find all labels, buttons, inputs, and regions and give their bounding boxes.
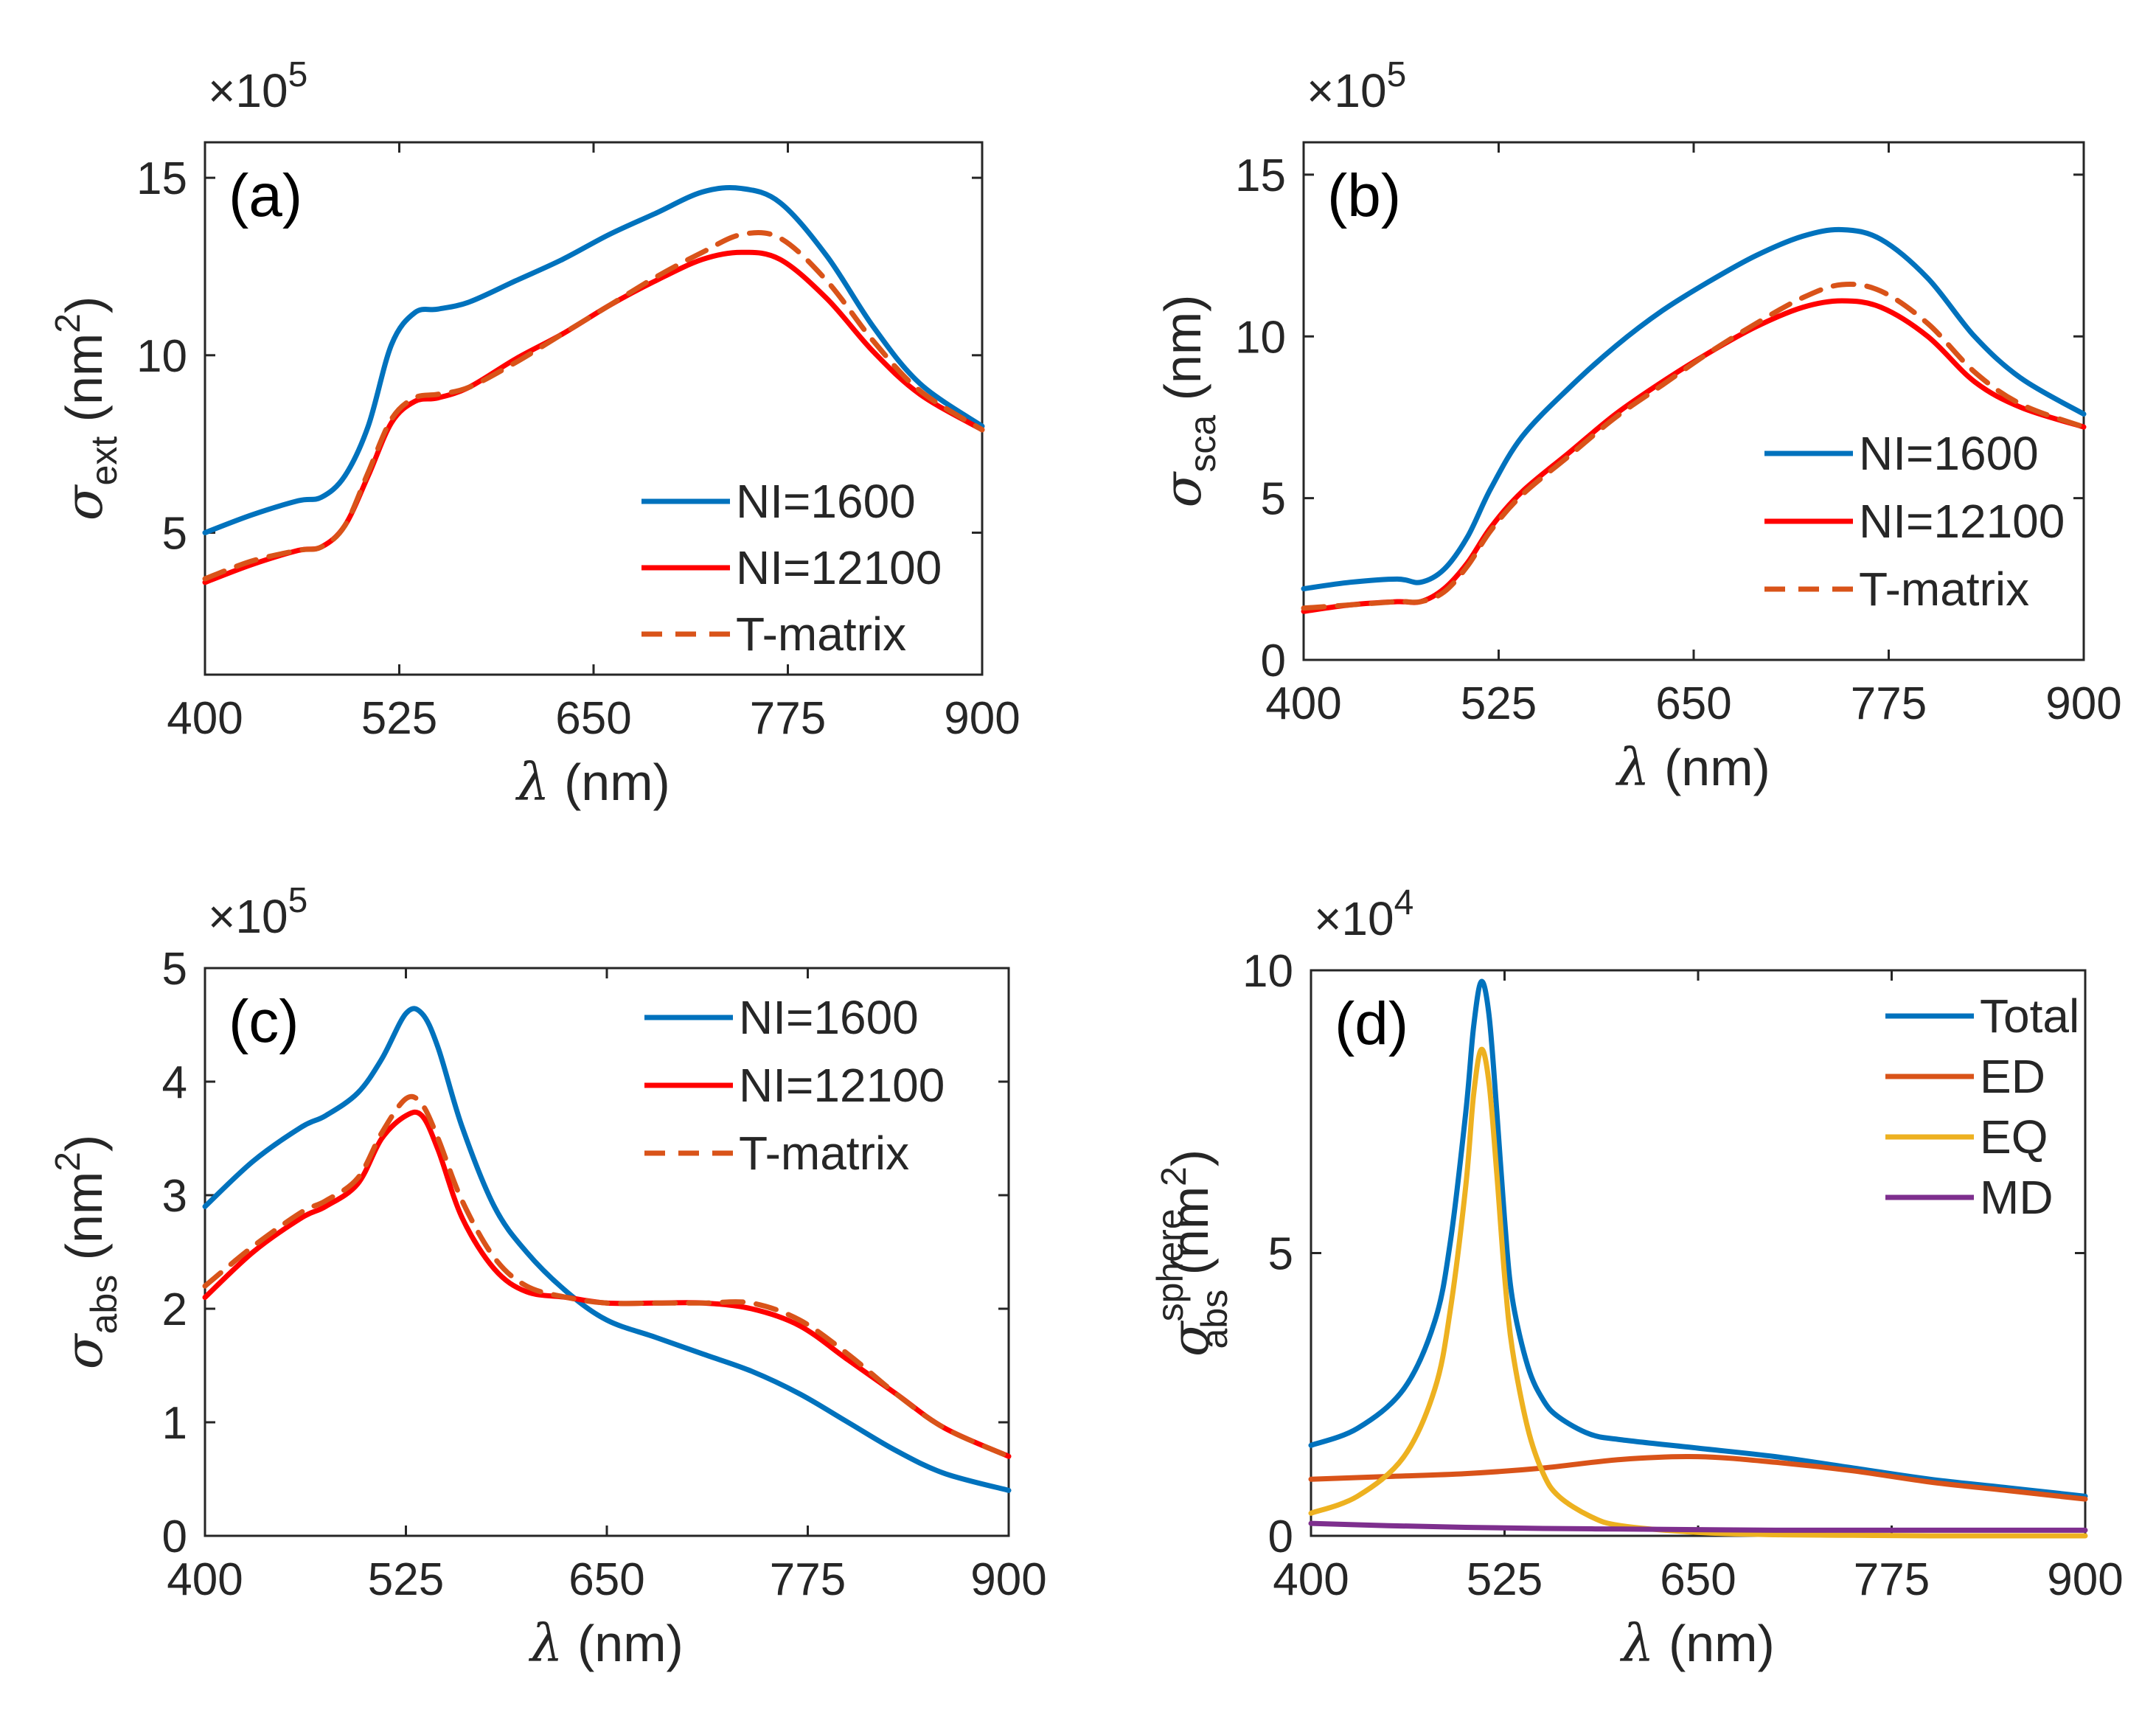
y-tick-label: 15 [136,153,187,204]
x-tick-label: 775 [770,1554,846,1605]
x-tick-label: 400 [1265,678,1341,729]
x-tick-label: 650 [555,693,631,744]
y-tick-label: 4 [162,1057,187,1108]
panel-label: (c) [229,988,299,1055]
x-tick-label: 650 [1655,678,1731,729]
legend-label: ED [1980,1050,2045,1103]
series-line-md [1308,1520,2088,1533]
y-axis-label: σext (nm2) [49,296,125,521]
series-line-total [1308,978,2088,1499]
legend-label: NI=12100 [739,1059,945,1112]
y-tick-label: 5 [162,944,187,995]
y-tick-label: 10 [1235,312,1286,363]
x-tick-label: 525 [1461,678,1537,729]
x-axis-label: λ (nm) [1619,1613,1775,1674]
y-tick-label: 3 [162,1171,187,1222]
x-tick-label: 400 [167,693,243,744]
y-tick-label: 5 [1261,474,1286,525]
axes-box [204,141,984,676]
legend-label: NI=12100 [1859,495,2065,548]
axes-box [1310,969,2087,1537]
panel-a: 400 525 650 775 900 5 10 15 ×105 NI=1600 NI=12100 T… [49,55,1020,813]
y-tick-label: 0 [162,1512,187,1562]
series-line-ni-12100 [202,249,985,585]
y-axis-label: σsca (nm) [1152,295,1223,508]
x-tick-label: 650 [1660,1554,1736,1605]
x-tick-label: 900 [944,693,1020,744]
y-tick-label: 10 [1242,946,1293,997]
axis-exponent: ×104 [1314,883,1413,945]
x-tick-label: 525 [368,1554,444,1605]
x-tick-label: 900 [2045,678,2121,729]
legend-label: NI=1600 [736,475,916,528]
series-line-t-matrix [202,229,985,582]
panel-label: (b) [1327,162,1401,229]
series-line-eq [1308,1046,2088,1539]
legend-label: NI=1600 [1859,427,2039,480]
legend-label: NI=12100 [736,541,942,594]
series-line-t-matrix [1301,282,2087,611]
legend-label: MD [1980,1171,2054,1224]
series-line-ni-1600 [1301,226,2087,591]
legend-label: NI=1600 [739,991,919,1044]
y-tick-label: 1 [162,1398,187,1449]
series-line-ni-1600 [202,1006,1012,1493]
y-tick-label: 5 [1268,1229,1293,1280]
x-tick-label: 400 [1273,1554,1349,1605]
panel-label: (a) [229,162,302,229]
axis-exponent: ×105 [208,55,307,117]
series-line-ed [1308,1454,2088,1502]
y-tick-label: 10 [136,331,187,382]
x-tick-label: 775 [1854,1554,1930,1605]
x-tick-label: 525 [361,693,437,744]
x-axis-label: λ (nm) [528,1613,684,1674]
y-tick-label: 5 [162,508,187,559]
y-tick-label: 0 [1261,636,1286,686]
y-tick-label: 0 [1268,1512,1293,1562]
axis-exponent: ×105 [208,881,307,943]
panel-c: 400 525 650 775 900 0 1 2 3 4 5 ×105 NI=1600 NI=12100… [49,881,1047,1674]
legend-label: T-matrix [739,1127,909,1180]
axis-exponent: ×105 [1307,55,1406,117]
panel-d: 400 525 650 775 900 0 5 10 ×104 Total ED EQ MD (d) λ (… [1150,883,2124,1674]
legend-label: Total [1980,989,2079,1043]
x-tick-label: 900 [970,1554,1046,1605]
series-line-ni-12100 [202,1109,1012,1459]
x-tick-label: 525 [1467,1554,1543,1605]
x-tick-label: 775 [1851,678,1927,729]
x-axis-label: λ (nm) [1615,737,1770,798]
legend-label: T-matrix [736,608,906,661]
panel-label: (d) [1335,990,1408,1057]
legend-label: EQ [1980,1110,2048,1163]
x-tick-label: 400 [167,1554,243,1605]
x-tick-label: 775 [750,693,826,744]
x-axis-label: λ (nm) [515,752,670,813]
legend-label: T-matrix [1859,563,2029,616]
y-axis-label: σsphereabs (nm2) [1150,1149,1235,1357]
panel-b: 400 525 650 775 900 0 5 10 15 ×105 NI=1600 NI=12100… [1152,55,2122,798]
x-tick-label: 650 [568,1554,644,1605]
y-tick-label: 2 [162,1284,187,1335]
series-line-ni-1600 [202,185,985,535]
y-tick-label: 15 [1235,150,1286,201]
x-tick-label: 900 [2047,1554,2123,1605]
axes-box [204,967,1010,1537]
y-axis-label: σabs (nm2) [49,1135,125,1369]
